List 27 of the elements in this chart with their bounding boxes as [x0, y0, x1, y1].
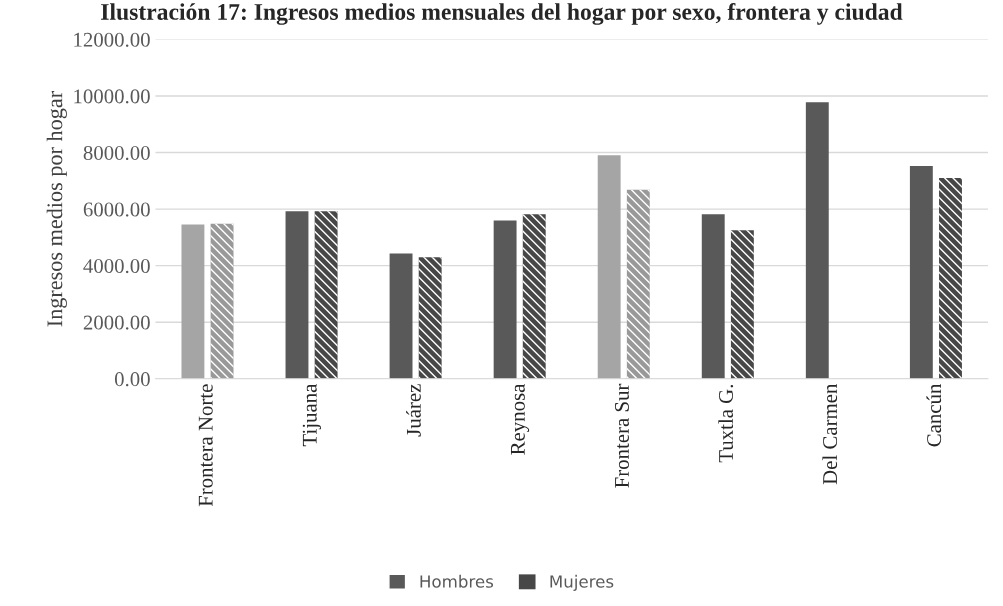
y-tick-label: 12000.00 [74, 32, 150, 47]
chart-title: Ilustración 17: Ingresos medios mensuales del hogar por sexo, frontera y ciudad [101, 3, 903, 25]
x-tick-label: Tijuana [302, 383, 321, 447]
x-tick-label: Tuxtla G. [718, 384, 734, 463]
x-tick-label: Cancún [926, 383, 942, 447]
x-tick-label: Frontera Norte [198, 384, 213, 507]
bar [389, 253, 413, 379]
bar [181, 224, 205, 379]
bar [805, 102, 829, 379]
legend-label: Hombres [420, 574, 494, 588]
y-tick-label: 10000.00 [74, 89, 150, 104]
bar [493, 220, 517, 379]
y-tick-label: 0.00 [114, 372, 150, 387]
bar [701, 214, 725, 379]
legend-label: Mujeres [550, 574, 614, 591]
x-tick-label: Del Carmen [822, 383, 838, 485]
x-tick-label: Reynosa [510, 383, 530, 455]
y-tick-label: 2000.00 [83, 315, 150, 330]
y-tick-label: 8000.00 [83, 145, 150, 161]
y-axis-title: Ingresos medios por hogar [46, 91, 67, 327]
bar [597, 155, 621, 379]
bar [909, 166, 933, 379]
y-tick-label: 4000.00 [83, 259, 150, 274]
x-tick-label: Juárez [406, 384, 421, 437]
y-tick-label: 6000.00 [83, 202, 150, 217]
x-tick-label: Frontera Sur [614, 383, 629, 488]
bar [285, 211, 309, 379]
